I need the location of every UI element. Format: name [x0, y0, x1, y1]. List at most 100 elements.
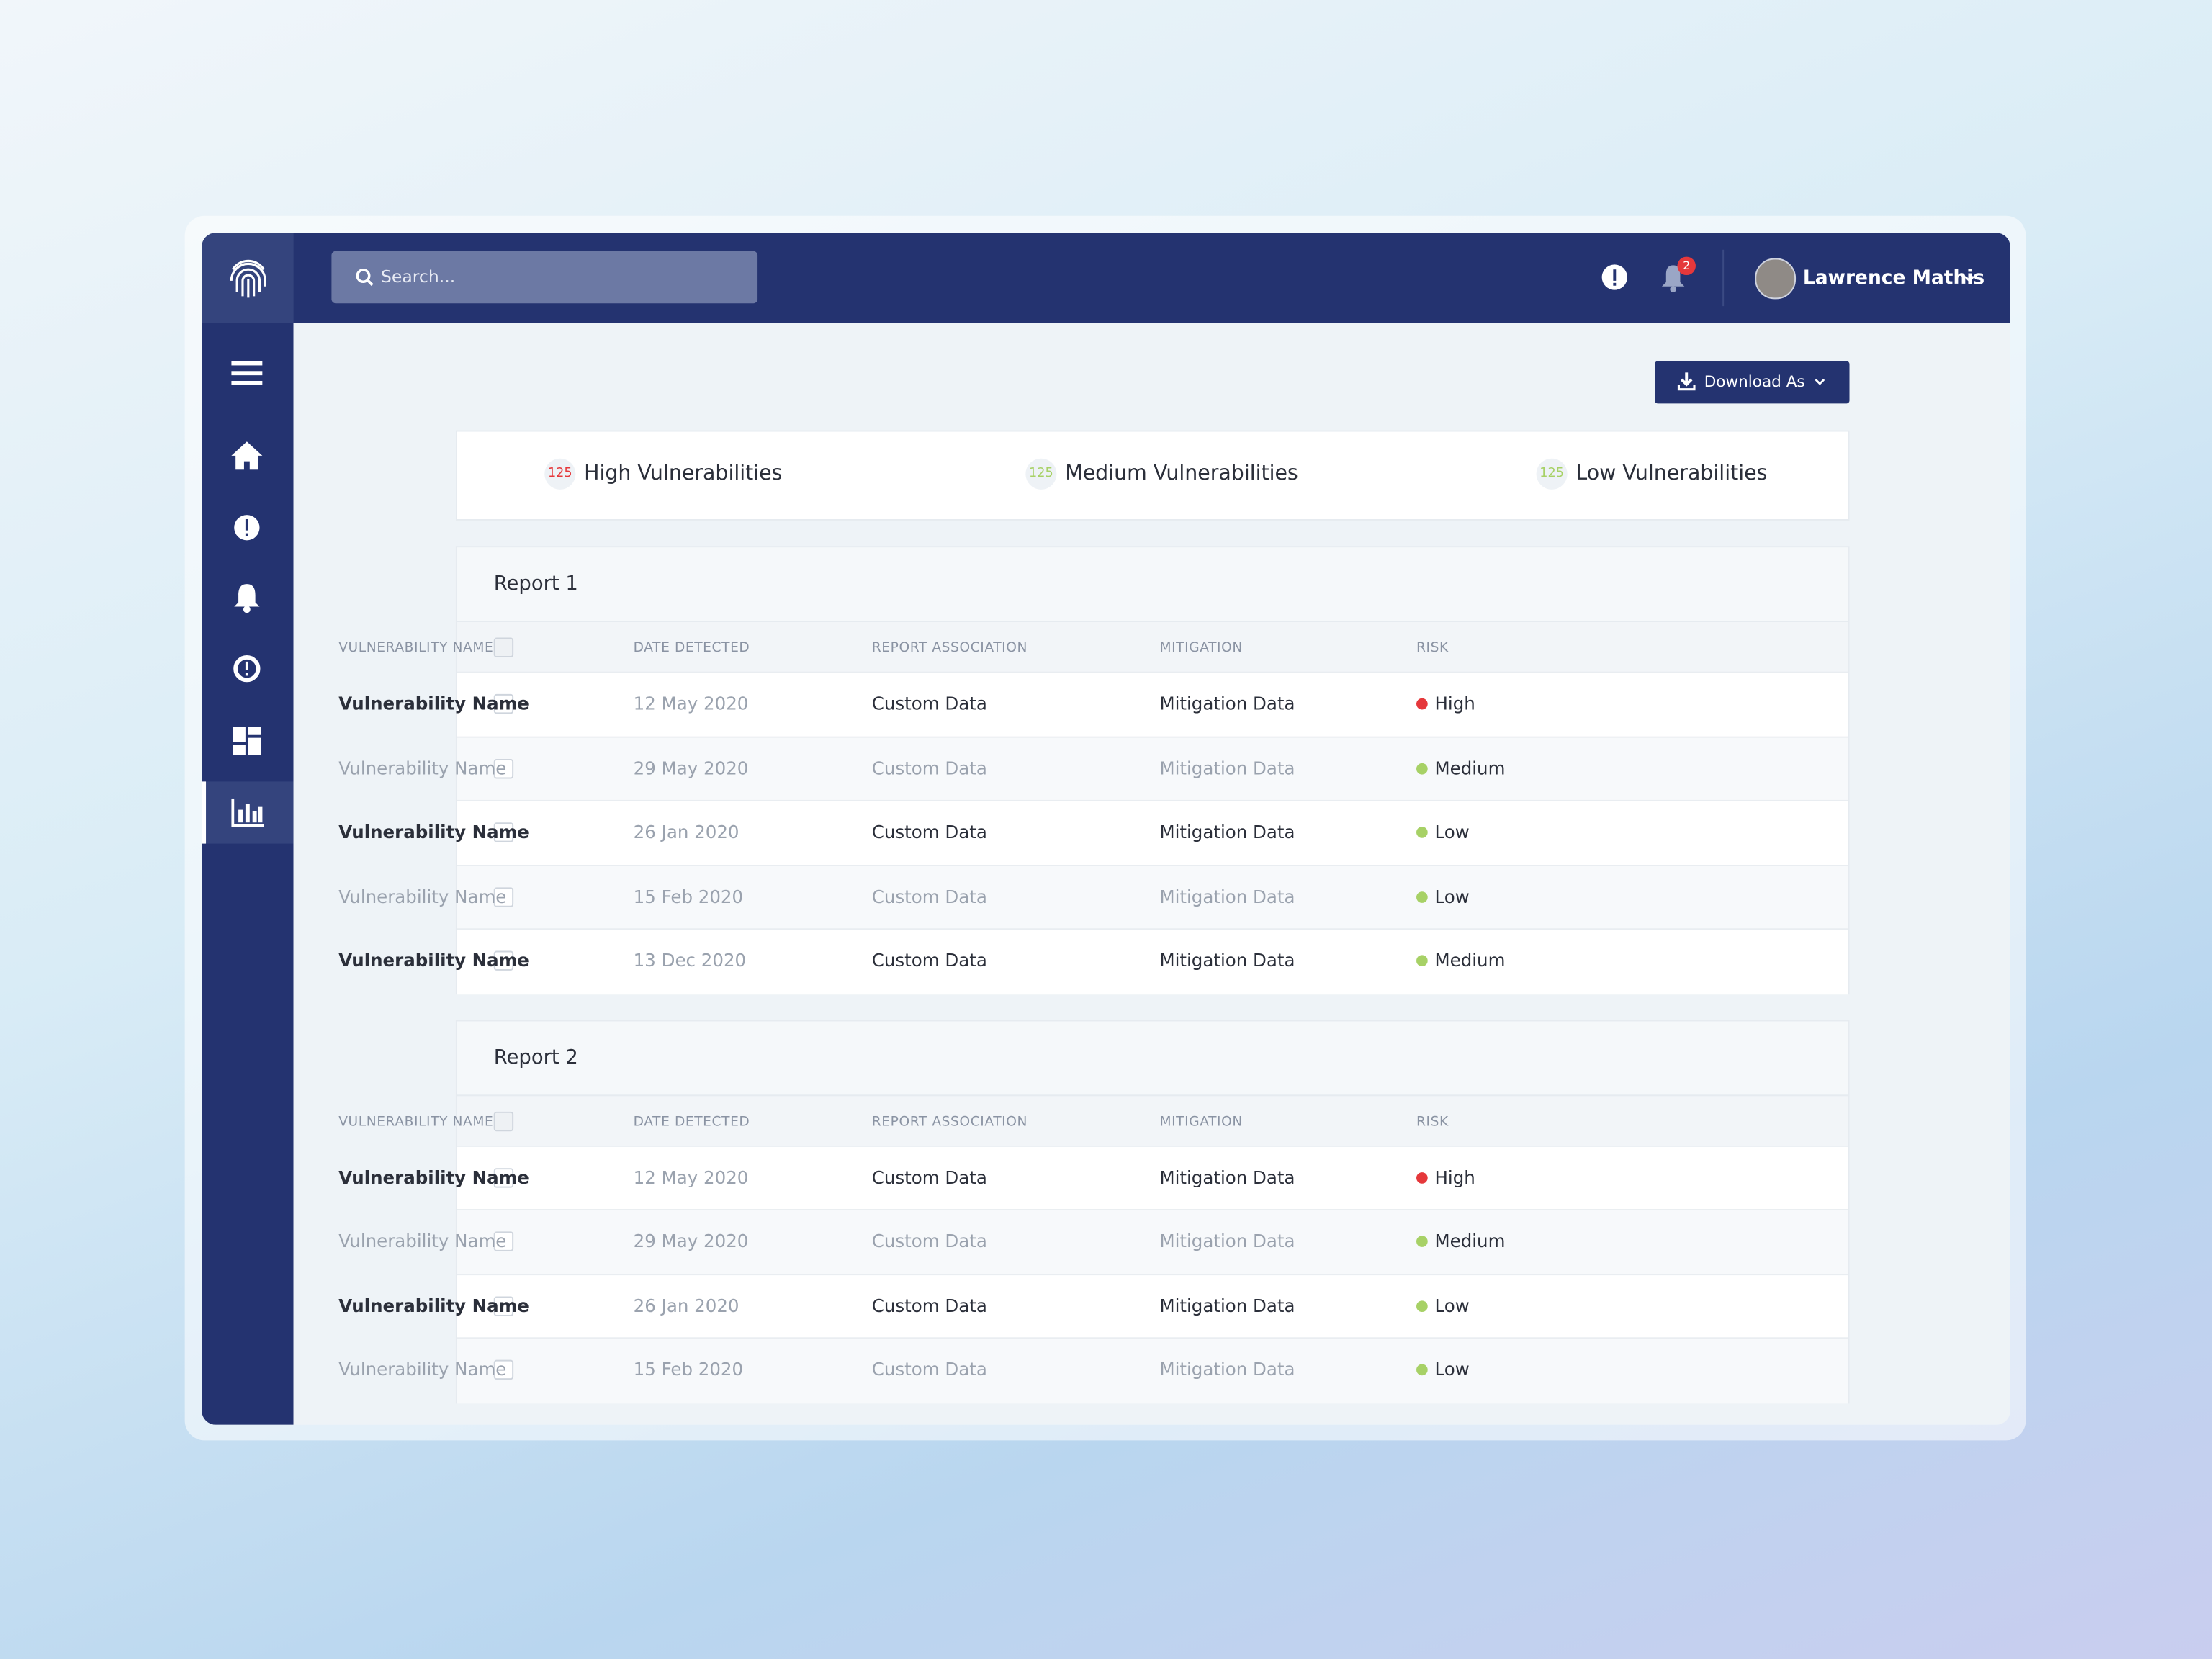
- column-header: RISK: [1416, 1113, 1449, 1130]
- table-row[interactable]: Vulnerability Name 15 Feb 2020 Custom Data…: [338, 864, 1848, 930]
- row-checkbox[interactable]: [493, 1295, 514, 1316]
- report-card: Report 2 VULNERABILITY NAME DATE DETECTED R…: [338, 1019, 1850, 1403]
- summary-item: 125 Medium Vulnerabilities: [1025, 458, 1298, 490]
- risk-dot: [1416, 891, 1428, 902]
- row-checkbox[interactable]: [493, 758, 514, 778]
- table-row[interactable]: Vulnerability Name 13 Dec 2020 Custom Data…: [338, 928, 1848, 994]
- risk-label: Low: [1434, 885, 1470, 907]
- table-cell: Vulnerability Name: [338, 1166, 529, 1187]
- column-header: RISK: [1416, 640, 1449, 657]
- search-box[interactable]: Search...: [331, 251, 758, 304]
- sync-alert-icon[interactable]: [231, 653, 262, 684]
- table-cell: Mitigation Data: [1159, 821, 1295, 842]
- summary-count: 125: [1025, 458, 1057, 490]
- risk-dot: [1416, 955, 1428, 967]
- risk-dot: [1416, 827, 1428, 838]
- table-cell: Mitigation Data: [1159, 757, 1295, 778]
- column-header: MITIGATION: [1159, 640, 1243, 657]
- app: Search... 2 Lawrence Mathis Download As …: [202, 233, 2010, 1425]
- download-label: Download As: [1704, 372, 1805, 391]
- risk-label: Medium: [1434, 1230, 1506, 1251]
- risk-cell: Low: [1416, 821, 1470, 842]
- download-button[interactable]: Download As: [1655, 361, 1850, 404]
- row-checkbox[interactable]: [493, 1231, 514, 1251]
- report-title: Report 2: [493, 1046, 578, 1069]
- row-checkbox[interactable]: [493, 1167, 514, 1187]
- active-nav-item[interactable]: [202, 781, 294, 844]
- table-cell: Mitigation Data: [1159, 692, 1295, 714]
- risk-dot: [1416, 1300, 1428, 1312]
- dashboard-icon[interactable]: [233, 726, 261, 755]
- alert-icon[interactable]: [233, 513, 261, 541]
- table-cell: Vulnerability Name: [338, 757, 507, 778]
- table-cell: 26 Jan 2020: [633, 1294, 739, 1316]
- table-row[interactable]: Vulnerability Name 29 May 2020 Custom Data…: [338, 1209, 1848, 1275]
- user-name[interactable]: Lawrence Mathis: [1802, 266, 1985, 289]
- column-header: REPORT ASSOCIATION: [871, 1113, 1028, 1130]
- row-checkbox[interactable]: [493, 886, 514, 907]
- table-row[interactable]: Vulnerability Name 15 Feb 2020 Custom Data…: [338, 1337, 1848, 1403]
- summary-label: Medium Vulnerabilities: [1065, 462, 1298, 485]
- divider: [1722, 249, 1725, 307]
- table-cell: Custom Data: [871, 949, 987, 971]
- table-row[interactable]: Vulnerability Name 26 Jan 2020 Custom Data…: [338, 799, 1848, 866]
- risk-cell: High: [1416, 1166, 1475, 1187]
- table-cell: Mitigation Data: [1159, 1166, 1295, 1187]
- info-button[interactable]: [1601, 264, 1628, 290]
- logo[interactable]: [202, 233, 294, 323]
- table-cell: 15 Feb 2020: [633, 1358, 744, 1380]
- table-cell: Custom Data: [871, 1230, 987, 1251]
- risk-cell: Medium: [1416, 950, 1505, 971]
- summary-label: Low Vulnerabilities: [1575, 462, 1768, 485]
- table-cell: Mitigation Data: [1159, 885, 1295, 907]
- table-cell: Mitigation Data: [1159, 1294, 1295, 1316]
- sidebar: [202, 233, 294, 1425]
- table-cell: Mitigation Data: [1159, 1358, 1295, 1380]
- table-cell: 12 May 2020: [633, 1166, 749, 1187]
- home-icon[interactable]: [231, 441, 263, 470]
- table-cell: Vulnerability Name: [338, 1230, 507, 1251]
- table-cell: Vulnerability Name: [338, 949, 529, 971]
- summary-label: High Vulnerabilities: [584, 462, 783, 485]
- column-header: VULNERABILITY NAME: [338, 640, 494, 657]
- table-row[interactable]: Vulnerability Name 29 May 2020 Custom Data…: [338, 735, 1848, 801]
- risk-dot: [1416, 1172, 1428, 1183]
- row-checkbox[interactable]: [493, 822, 514, 842]
- column-header: DATE DETECTED: [633, 1113, 750, 1130]
- table-cell: Vulnerability Name: [338, 1294, 529, 1316]
- row-checkbox[interactable]: [493, 693, 514, 714]
- risk-cell: Medium: [1416, 757, 1505, 778]
- select-all-checkbox[interactable]: [493, 637, 514, 657]
- table-cell: Vulnerability Name: [338, 692, 529, 714]
- risk-cell: Low: [1416, 1359, 1470, 1380]
- row-checkbox[interactable]: [493, 950, 514, 971]
- risk-label: High: [1434, 1166, 1475, 1187]
- risk-label: Medium: [1434, 949, 1506, 971]
- row-checkbox[interactable]: [493, 1359, 514, 1380]
- table-cell: 15 Feb 2020: [633, 885, 744, 907]
- select-all-checkbox[interactable]: [493, 1110, 514, 1131]
- bell-icon[interactable]: [233, 583, 261, 613]
- avatar[interactable]: [1755, 258, 1797, 300]
- table-cell: Mitigation Data: [1159, 949, 1295, 971]
- risk-label: Medium: [1434, 757, 1506, 778]
- download-chevron: [1815, 379, 1825, 385]
- notification-badge: 2: [1677, 256, 1696, 276]
- risk-label: Low: [1434, 1358, 1470, 1380]
- summary-item: 125 Low Vulnerabilities: [1536, 458, 1768, 490]
- download-icon: [1677, 372, 1696, 391]
- table-row[interactable]: Vulnerability Name 12 May 2020 Custom Data…: [338, 1144, 1848, 1210]
- table-cell: Custom Data: [871, 692, 987, 714]
- table-row[interactable]: Vulnerability Name 26 Jan 2020 Custom Data…: [338, 1273, 1848, 1339]
- menu-icon[interactable]: [231, 360, 263, 388]
- user-menu-chevron[interactable]: [1964, 275, 1975, 284]
- table-cell: Custom Data: [871, 1358, 987, 1380]
- summary-count: 125: [1536, 458, 1568, 490]
- risk-dot: [1416, 762, 1428, 774]
- table-cell: 12 May 2020: [633, 692, 749, 714]
- table-row[interactable]: Vulnerability Name 12 May 2020 Custom Data…: [338, 671, 1848, 737]
- table-cell: Custom Data: [871, 821, 987, 842]
- table-cell: Custom Data: [871, 757, 987, 778]
